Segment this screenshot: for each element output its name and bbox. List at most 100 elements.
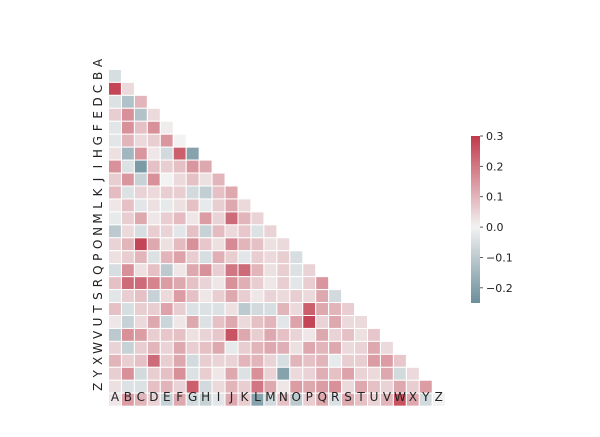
x-tick-label: S xyxy=(344,390,352,404)
heatmap-cell-K-B xyxy=(120,185,135,200)
heatmap-cell-P-H xyxy=(198,250,213,265)
heatmap-cell-N-F xyxy=(172,224,187,239)
heatmap-cell-I-E xyxy=(159,159,174,174)
heatmap-cell-E-C xyxy=(133,107,148,122)
heatmap-cell-O-K xyxy=(237,237,252,252)
heatmap-cell-K-A xyxy=(108,185,122,200)
heatmap-cell-S-O xyxy=(289,289,304,304)
heatmap-cell-P-L xyxy=(250,250,265,265)
heatmap-cell-J-D xyxy=(146,172,161,187)
heatmap-cell-V-T xyxy=(354,327,368,342)
heatmap-cells xyxy=(108,68,446,407)
heatmap-cell-W-D xyxy=(146,340,161,355)
heatmap-cell-H-E xyxy=(159,146,174,161)
heatmap-cell-W-V xyxy=(379,340,394,355)
heatmap-cell-H-C xyxy=(133,146,148,161)
heatmap-cell-S-N xyxy=(276,289,291,304)
x-tick-label: D xyxy=(149,390,158,404)
heatmap-cell-E-B xyxy=(120,107,135,122)
y-tick-label: F xyxy=(91,124,105,131)
heatmap-cell-G-C xyxy=(133,133,148,148)
heatmap-cell-X-S xyxy=(341,353,356,368)
heatmap-cell-P-M xyxy=(263,250,278,265)
heatmap-cell-Y-M xyxy=(263,366,278,381)
x-tick-label: T xyxy=(356,390,365,404)
y-tick-label: I xyxy=(91,165,105,169)
heatmap-cell-N-B xyxy=(120,224,135,239)
heatmap-cell-X-L xyxy=(250,353,265,368)
heatmap-cell-C-A xyxy=(108,81,122,96)
heatmap-cell-G-E xyxy=(159,133,174,148)
heatmap-cell-Q-D xyxy=(146,263,161,278)
heatmap-cell-M-I xyxy=(211,211,226,226)
heatmap-cell-R-N xyxy=(276,276,291,291)
y-tick-label: R xyxy=(91,279,105,287)
colorbar-tick-label: 0.1 xyxy=(486,191,504,204)
heatmap-cell-V-R xyxy=(328,327,343,342)
heatmap-cell-U-F xyxy=(172,315,187,329)
heatmap-cell-W-B xyxy=(120,340,135,355)
heatmap-cell-Q-I xyxy=(211,263,226,278)
heatmap-cell-U-R xyxy=(328,315,343,329)
heatmap-cell-U-P xyxy=(302,315,317,329)
heatmap-cell-W-U xyxy=(367,340,381,355)
heatmap-cell-V-M xyxy=(263,327,278,342)
heatmap-cell-R-O xyxy=(289,276,304,291)
x-tick-label: L xyxy=(254,390,261,404)
heatmap-cell-W-O xyxy=(289,340,304,355)
y-tick-label: D xyxy=(91,97,105,106)
heatmap-cell-X-M xyxy=(263,353,278,368)
colorbar-tick-label: 0.0 xyxy=(486,221,504,234)
heatmap-cell-T-R xyxy=(328,302,343,316)
heatmap-cell-O-A xyxy=(108,237,122,252)
heatmap-cell-M-E xyxy=(159,211,174,226)
x-tick-label: K xyxy=(241,390,250,404)
heatmap-cell-L-E xyxy=(159,198,174,213)
y-tick-label: H xyxy=(91,149,105,158)
heatmap-cell-M-L xyxy=(250,211,265,226)
heatmap-cell-Q-K xyxy=(237,263,252,278)
heatmap-cell-W-Q xyxy=(315,340,330,355)
heatmap-cell-U-I xyxy=(211,315,226,329)
heatmap-cell-W-H xyxy=(198,340,213,355)
heatmap-cell-Q-L xyxy=(250,263,265,278)
heatmap-cell-X-G xyxy=(185,353,200,368)
heatmap-cell-Y-N xyxy=(276,366,291,381)
heatmap-cell-U-G xyxy=(185,315,200,329)
heatmap-cell-Y-O xyxy=(289,366,304,381)
heatmap-cell-H-F xyxy=(172,146,187,161)
heatmap-cell-Y-A xyxy=(108,366,122,381)
heatmap-cell-V-P xyxy=(302,327,317,342)
heatmap-cell-R-J xyxy=(224,276,239,291)
heatmap-cell-S-H xyxy=(198,289,213,304)
heatmap-cell-Q-G xyxy=(185,263,200,278)
x-tick-label: X xyxy=(409,390,417,404)
y-tick-label: Z xyxy=(91,383,105,391)
heatmap-cell-D-A xyxy=(108,94,122,109)
heatmap-cell-T-S xyxy=(341,302,356,316)
heatmap-cell-U-C xyxy=(133,315,148,329)
heatmap-cell-L-C xyxy=(133,198,148,213)
heatmap-cell-I-B xyxy=(120,159,135,174)
heatmap-cell-N-J xyxy=(224,224,239,239)
heatmap-cell-N-C xyxy=(133,224,148,239)
heatmap-cell-W-A xyxy=(108,340,122,355)
heatmap-cell-K-E xyxy=(159,185,174,200)
heatmap-cell-H-G xyxy=(185,146,200,161)
heatmap-cell-F-E xyxy=(159,120,174,135)
heatmap-cell-O-H xyxy=(198,237,213,252)
heatmap-cell-T-D xyxy=(146,302,161,316)
heatmap-cell-U-S xyxy=(341,315,356,329)
heatmap-cell-W-C xyxy=(133,340,148,355)
heatmap-cell-O-E xyxy=(159,237,174,252)
heatmap-cell-R-D xyxy=(146,276,161,291)
x-tick-label: W xyxy=(394,390,406,404)
heatmap-cell-X-J xyxy=(224,353,239,368)
heatmap-cell-X-N xyxy=(276,353,291,368)
heatmap-cell-V-U xyxy=(367,327,381,342)
heatmap-cell-S-E xyxy=(159,289,174,304)
heatmap-cell-R-P xyxy=(302,276,317,291)
heatmap-cell-O-C xyxy=(133,237,148,252)
heatmap-cell-N-K xyxy=(237,224,252,239)
heatmap-cell-T-H xyxy=(198,302,213,316)
